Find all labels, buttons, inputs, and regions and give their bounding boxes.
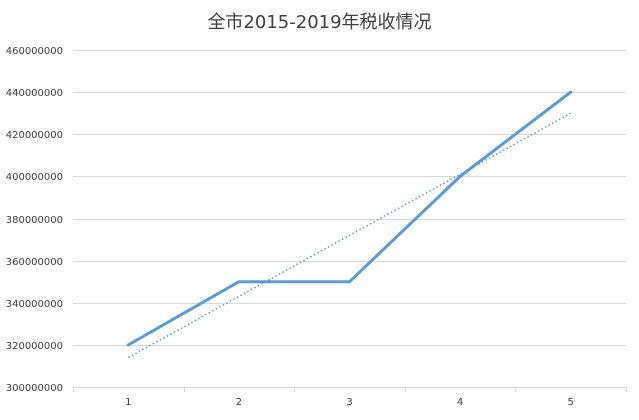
data-point bbox=[126, 343, 130, 347]
chart-title: 全市2015-2019年税收情况 bbox=[207, 12, 431, 33]
data-point bbox=[458, 174, 462, 178]
data-point bbox=[348, 280, 351, 284]
x-tick-label: 2 bbox=[236, 397, 242, 408]
x-tick-label: 3 bbox=[346, 397, 352, 408]
y-axis-ticks: 300000000 320000000 340000000 360000000 3800… bbox=[6, 46, 63, 394]
data-point bbox=[569, 90, 573, 94]
x-tick-label: 5 bbox=[568, 397, 574, 408]
series-line bbox=[126, 90, 573, 347]
x-axis-ticks: 1 2 3 4 5 bbox=[125, 397, 574, 408]
y-tick-label: 340000000 bbox=[6, 299, 63, 310]
y-tick-label: 360000000 bbox=[6, 257, 63, 268]
x-tick-label: 1 bbox=[125, 397, 131, 408]
y-tick-label: 440000000 bbox=[6, 88, 63, 99]
y-tick-label: 460000000 bbox=[6, 46, 63, 57]
x-tick-label: 4 bbox=[457, 397, 463, 408]
data-point bbox=[237, 280, 241, 284]
trendline-layer bbox=[127, 112, 572, 359]
gridlines bbox=[73, 50, 626, 388]
y-tick-label: 380000000 bbox=[6, 215, 63, 226]
y-tick-label: 320000000 bbox=[6, 341, 63, 352]
y-tick-label: 420000000 bbox=[6, 130, 63, 141]
series-layer bbox=[126, 90, 573, 347]
x-axis bbox=[73, 387, 627, 392]
y-tick-label: 300000000 bbox=[6, 383, 63, 394]
linear-trendline bbox=[127, 112, 572, 359]
y-tick-label: 400000000 bbox=[6, 172, 63, 183]
